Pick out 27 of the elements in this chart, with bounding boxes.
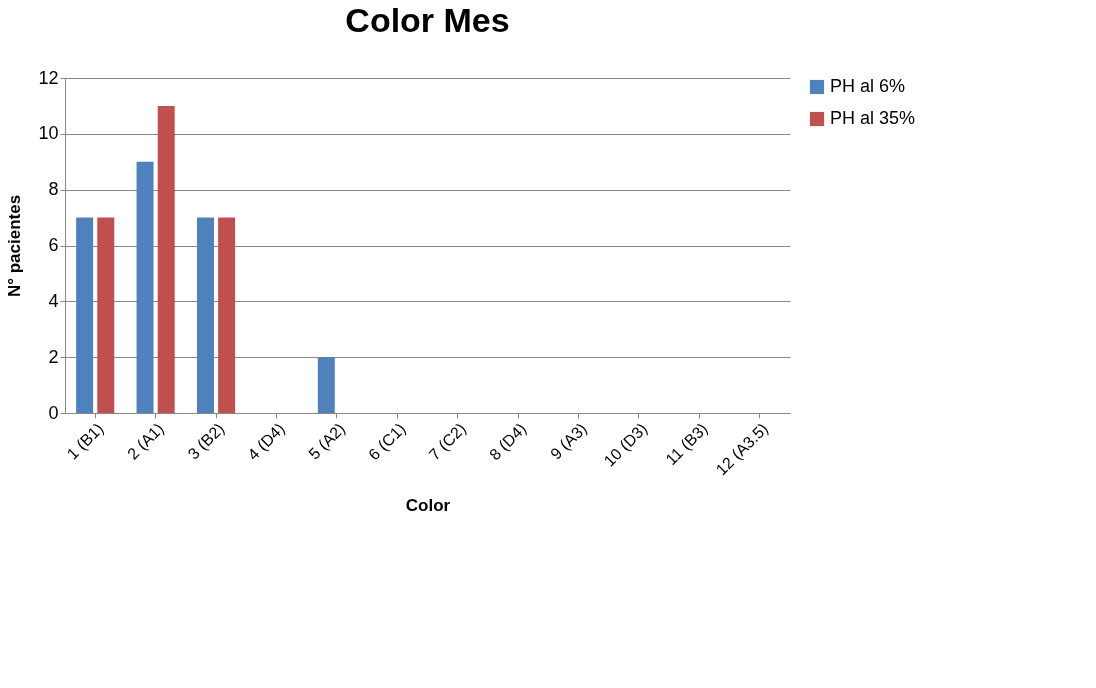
bar (218, 217, 236, 413)
y-tick-label: 12 (38, 67, 59, 88)
y-tick-label: 0 (48, 402, 59, 423)
bar (97, 217, 115, 413)
bar (317, 357, 335, 413)
bar (196, 217, 214, 413)
legend-label: PH al 35% (830, 108, 916, 128)
y-tick-label: 10 (38, 123, 59, 144)
x-tick-label: 10 (D3) (600, 419, 651, 470)
y-tick-label: 8 (48, 179, 59, 200)
x-tick-label: 8 (D4) (485, 419, 530, 464)
x-tick-label: 2 (A1) (124, 419, 167, 463)
bar (157, 105, 175, 413)
bar (136, 161, 154, 413)
y-axis-title: N° pacientes (5, 194, 25, 298)
x-tick-label: 9 (A3) (547, 419, 590, 463)
x-tick-label: 1 (B1) (63, 419, 107, 463)
x-axis-title: Color (405, 496, 451, 516)
x-tick-label: 3 (B2) (184, 419, 228, 463)
bar (76, 217, 94, 413)
y-tick-label: 2 (48, 346, 59, 367)
x-tick-label: 5 (A2) (305, 419, 349, 463)
legend-label: PH al 6% (830, 76, 906, 96)
x-tick-label: 11 (B3) (662, 419, 711, 469)
chart-title: Color Mes (345, 1, 510, 39)
y-tick-label: 6 (48, 235, 59, 255)
y-tick-label: 4 (48, 290, 59, 311)
